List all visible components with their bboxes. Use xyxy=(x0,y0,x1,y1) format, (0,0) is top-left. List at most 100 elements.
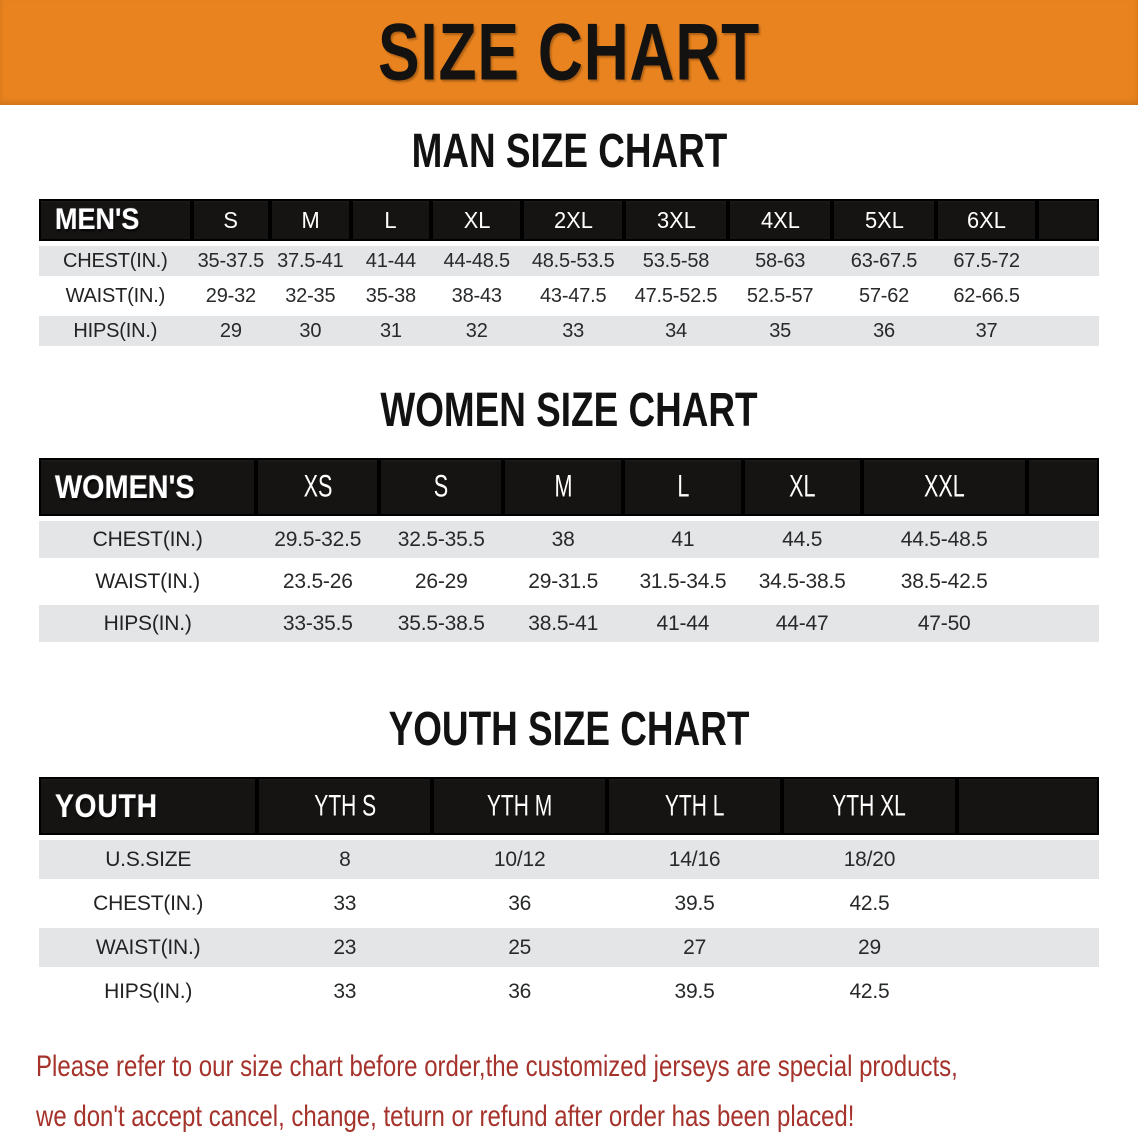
row-label: WAIST(IN.) xyxy=(95,569,200,593)
column-header: YTH XL xyxy=(782,777,957,835)
table-cell: 47.5-52.5 xyxy=(634,284,718,307)
row-label: CHEST(IN.) xyxy=(93,891,204,915)
table-cell: 29.5-32.5 xyxy=(274,527,362,551)
table-row: CHEST(IN.) 29.5-32.5 32.5-35.5 38 41 44.5 44.5… xyxy=(39,521,1099,558)
column-header: M xyxy=(270,199,351,241)
table-cell: 32.5-35.5 xyxy=(397,527,485,551)
row-label: HIPS(IN.) xyxy=(73,319,158,342)
table-cell: 44-47 xyxy=(775,611,829,635)
row-filler-cell xyxy=(1027,605,1099,642)
row-filler-cell xyxy=(957,884,1099,923)
column-header: XXL xyxy=(861,458,1027,516)
row-label: U.S.SIZE xyxy=(105,847,192,871)
women-size-chart-heading: WOMEN SIZE CHART xyxy=(0,381,1138,437)
table-cell: 33 xyxy=(333,891,357,915)
table-row: HIPS(IN.) 33 36 39.5 42.5 xyxy=(39,972,1099,1011)
table-row: WAIST(IN.) 29-32 32-35 35-38 38-43 43-47.5 47.… xyxy=(39,281,1099,311)
man-size-chart-heading: MAN SIZE CHART xyxy=(0,122,1138,178)
table-row: CHEST(IN.) 35-37.5 37.5-41 41-44 44-48.5 48.5… xyxy=(39,246,1099,276)
table-cell: 35.5-38.5 xyxy=(397,611,485,635)
row-filler-cell xyxy=(957,928,1099,967)
table-cell: 53.5-58 xyxy=(642,249,710,272)
table-cell: 62-66.5 xyxy=(953,284,1020,307)
table-row: HIPS(IN.) 33-35.5 35.5-38.5 38.5-41 41-44 44-… xyxy=(39,605,1099,642)
table-cell: 47-50 xyxy=(917,611,971,635)
column-header: 4XL xyxy=(727,199,833,241)
table-cell: 29 xyxy=(219,319,242,342)
table-cell: 23 xyxy=(333,935,357,959)
table-cell: 23.5-26 xyxy=(282,569,353,593)
table-cell: 37 xyxy=(975,319,998,342)
column-header: S xyxy=(191,199,271,241)
disclaimer-text: Please refer to our size chart before or… xyxy=(0,1042,1138,1142)
header-filler-cell xyxy=(956,777,1099,835)
header-filler-cell xyxy=(1037,199,1099,241)
row-filler-cell xyxy=(1037,281,1099,311)
table-header-label: MEN'S xyxy=(39,199,192,241)
table-row: WAIST(IN.) 23.5-26 26-29 29-31.5 31.5-34.5 34… xyxy=(39,563,1099,600)
table-cell: 43-47.5 xyxy=(539,284,607,307)
row-label: CHEST(IN.) xyxy=(62,249,168,272)
column-header: 2XL xyxy=(522,199,625,241)
column-header: M xyxy=(503,458,624,516)
table-cell: 39.5 xyxy=(674,979,715,1003)
table-row: CHEST(IN.) 33 36 39.5 42.5 xyxy=(39,884,1099,923)
table-cell: 14/16 xyxy=(668,847,721,871)
table-cell: 33 xyxy=(333,979,357,1003)
table-cell: 27 xyxy=(683,935,707,959)
table-cell: 57-62 xyxy=(858,284,910,307)
table-cell: 32 xyxy=(465,319,488,342)
man-size-chart-heading-text: MAN SIZE CHART xyxy=(411,122,727,178)
table-cell: 25 xyxy=(508,935,532,959)
table-cell: 39.5 xyxy=(674,891,715,915)
table-row: U.S.SIZE 8 10/12 14/16 18/20 xyxy=(39,840,1099,879)
table-cell: 67.5-72 xyxy=(953,249,1020,272)
table-cell: 52.5-57 xyxy=(746,284,814,307)
youth-size-chart-heading: YOUTH SIZE CHART xyxy=(0,701,1138,756)
table-cell: 26-29 xyxy=(414,569,468,593)
table-cell: 41-44 xyxy=(656,611,710,635)
table-cell: 58-63 xyxy=(755,249,806,272)
row-filler-cell xyxy=(1027,521,1099,558)
column-header: XS xyxy=(256,458,380,516)
table-cell: 31 xyxy=(379,319,402,342)
table-cell: 44.5-48.5 xyxy=(900,527,988,551)
column-header: L xyxy=(350,199,432,241)
row-label: WAIST(IN.) xyxy=(65,284,166,307)
row-label: HIPS(IN.) xyxy=(103,611,192,635)
table-cell: 35-37.5 xyxy=(197,249,265,272)
table-row: WAIST(IN.) 23 25 27 29 xyxy=(39,928,1099,967)
table-cell: 42.5 xyxy=(849,979,890,1003)
column-header: YTH S xyxy=(257,777,433,835)
size-chart-banner: SIZE CHART xyxy=(0,0,1138,105)
table-cell: 8 xyxy=(339,847,351,871)
table-cell: 34.5-38.5 xyxy=(758,569,846,593)
table-cell: 34 xyxy=(665,319,687,342)
table-cell: 41-44 xyxy=(365,249,416,272)
table-cell: 41 xyxy=(671,527,695,551)
women-size-table: WOMEN'S XS S M L XL XXL CHEST(IN.) 29.5-32.5 32.5… xyxy=(39,453,1099,647)
table-cell: 38 xyxy=(551,527,575,551)
column-header: YTH L xyxy=(607,777,783,835)
men-size-table: MEN'S S M L XL 2XL 3XL 4XL 5XL 6XL CHEST(IN.) 35-37… xyxy=(39,194,1099,351)
disclaimer-line-1: Please refer to our size chart before or… xyxy=(36,1050,958,1083)
table-cell: 33 xyxy=(562,319,585,342)
youth-size-table: YOUTH YTH S YTH M YTH L YTH XL U.S.SIZE 8 10/12… xyxy=(39,772,1099,1016)
table-cell: 35 xyxy=(769,319,792,342)
column-header: S xyxy=(379,458,504,516)
women-size-chart-heading-text: WOMEN SIZE CHART xyxy=(380,381,758,437)
table-cell: 48.5-53.5 xyxy=(531,249,615,272)
table-cell: 36 xyxy=(508,891,532,915)
row-label: CHEST(IN.) xyxy=(92,527,203,551)
row-label: WAIST(IN.) xyxy=(95,935,201,959)
table-cell: 37.5-41 xyxy=(277,249,344,272)
table-cell: 18/20 xyxy=(843,847,896,871)
table-cell: 38.5-41 xyxy=(528,611,599,635)
table-cell: 33-35.5 xyxy=(282,611,353,635)
table-header-label: YOUTH xyxy=(39,777,258,835)
table-cell: 10/12 xyxy=(493,847,546,871)
table-cell: 44-48.5 xyxy=(443,249,511,272)
table-cell: 38.5-42.5 xyxy=(900,569,988,593)
table-header-row: WOMEN'S XS S M L XL XXL xyxy=(39,458,1099,516)
column-header: L xyxy=(623,458,743,516)
